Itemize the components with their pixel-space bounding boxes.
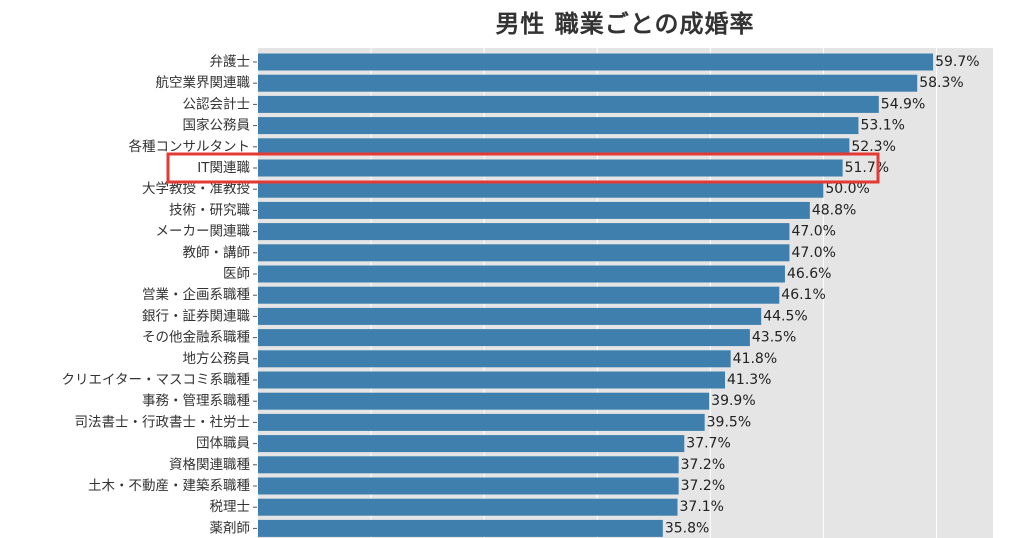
chart-title: 男性 職業ごとの成婚率 xyxy=(495,10,755,38)
category-label: 土木・不動産・建築系職種 xyxy=(88,478,250,494)
value-label: 51.7% xyxy=(845,160,889,176)
value-label: 59.7% xyxy=(935,54,979,70)
bar xyxy=(258,244,790,262)
category-label: 団体職員 xyxy=(196,436,250,452)
category-label: 銀行・証券関連職 xyxy=(142,308,250,324)
category-label: 資格関連職種 xyxy=(169,457,250,473)
category-label: クリエイター・マスコミ系職種 xyxy=(62,372,251,388)
bar xyxy=(258,435,685,453)
bar xyxy=(258,477,679,495)
value-label: 35.8% xyxy=(665,520,709,536)
bar xyxy=(258,265,785,283)
category-label: 税理士 xyxy=(210,499,251,515)
category-label: 公認会計士 xyxy=(183,96,251,112)
category-label: 営業・企画系職種 xyxy=(142,286,250,303)
value-label: 47.0% xyxy=(791,224,835,240)
bar xyxy=(258,53,934,71)
category-label: 薬剤師 xyxy=(210,520,251,536)
category-label: 教師・講師 xyxy=(183,245,251,261)
category-label: 国家公務員 xyxy=(183,117,251,134)
category-label: その他金融系職種 xyxy=(142,330,250,346)
bar xyxy=(258,201,810,219)
category-label: 地方公務員 xyxy=(183,351,251,367)
bar xyxy=(258,223,790,241)
bar xyxy=(258,159,843,177)
category-label: 技術・研究職 xyxy=(169,202,250,218)
bar xyxy=(258,180,824,198)
category-label: 事務・管理系職種 xyxy=(142,393,250,409)
category-label: 医師 xyxy=(223,266,250,282)
category-label: 各種コンサルタント xyxy=(129,139,251,155)
value-label: 37.2% xyxy=(681,457,725,473)
value-label: 44.5% xyxy=(763,308,807,324)
bar xyxy=(258,413,705,431)
value-label: 39.5% xyxy=(707,414,751,430)
value-label: 48.8% xyxy=(812,202,856,218)
value-label: 37.1% xyxy=(680,499,724,515)
bar xyxy=(258,329,750,347)
category-label: メーカー関連職 xyxy=(156,224,251,240)
bar xyxy=(258,456,679,474)
bar xyxy=(258,350,731,368)
bar xyxy=(258,74,918,92)
bar xyxy=(258,392,710,410)
category-label: 弁護士 xyxy=(210,54,251,70)
category-label: 司法書士・行政書士・社労士 xyxy=(75,414,251,430)
category-label: 大学教授・准教授 xyxy=(142,181,250,197)
value-label: 46.6% xyxy=(787,266,831,282)
value-label: 37.2% xyxy=(681,478,725,494)
value-label: 54.9% xyxy=(881,96,925,112)
value-label: 58.3% xyxy=(919,75,963,91)
bar xyxy=(258,117,859,135)
category-label: IT関連職 xyxy=(197,160,250,176)
value-label: 39.9% xyxy=(711,393,755,409)
bar xyxy=(258,95,879,113)
value-label: 53.1% xyxy=(860,118,904,134)
bar xyxy=(258,286,780,304)
bar xyxy=(258,138,850,156)
value-label: 41.3% xyxy=(727,372,771,388)
highlight-box xyxy=(166,152,880,184)
bar xyxy=(258,498,678,516)
value-label: 43.5% xyxy=(752,330,796,346)
bar xyxy=(258,519,663,537)
bars xyxy=(258,53,934,537)
value-label: 52.3% xyxy=(851,139,895,155)
value-label: 41.8% xyxy=(733,351,777,367)
value-label: 37.7% xyxy=(686,436,730,452)
value-label: 50.0% xyxy=(825,181,869,197)
value-label: 47.0% xyxy=(791,245,835,261)
labels: 弁護士 59.7% 航空業界関連職 58.3% 公認会計士 54.9% 国家公務員 53.1%… xyxy=(62,54,980,536)
bar xyxy=(258,371,726,389)
value-label: 46.1% xyxy=(781,287,825,303)
bar xyxy=(258,307,762,325)
category-label: 航空業界関連職 xyxy=(156,75,251,91)
